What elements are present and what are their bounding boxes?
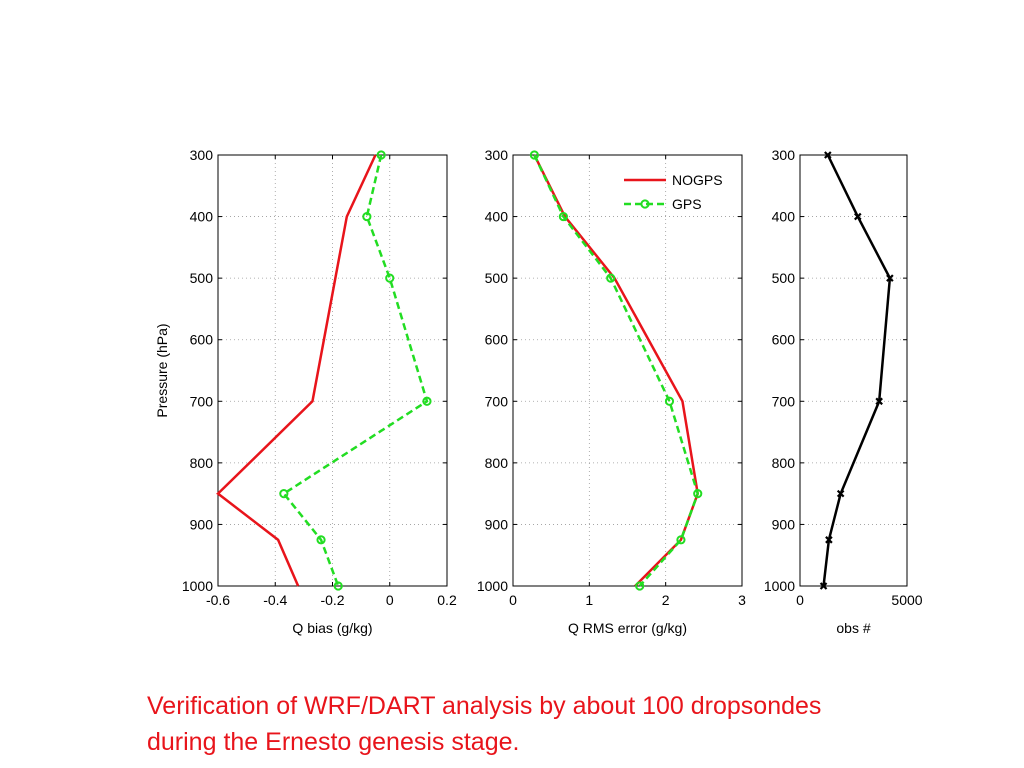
gps-data-point <box>606 273 616 283</box>
gps-data-point <box>558 211 568 222</box>
x-tick-label: -0.4 <box>263 592 287 608</box>
y-tick-label: 400 <box>190 209 214 225</box>
gps-data-point <box>676 535 686 545</box>
y-tick-label: 300 <box>485 147 509 163</box>
gps-data-point <box>376 150 386 160</box>
legend-label-nogps: NOGPS <box>672 172 723 188</box>
y-tick-label: 400 <box>772 209 796 225</box>
x-axis-label: Q bias (g/kg) <box>292 620 372 636</box>
x-tick-label: -0.6 <box>206 592 230 608</box>
obs-count-series-line <box>822 154 892 587</box>
y-tick-label: 700 <box>772 393 796 409</box>
obs-count-data-point <box>824 151 832 159</box>
obs-count-data-point <box>886 274 894 282</box>
obs-count-data-point <box>854 212 862 221</box>
y-tick-label: 900 <box>772 516 796 532</box>
y-tick-label: 300 <box>190 147 214 163</box>
x-tick-label: 1 <box>585 592 593 608</box>
plot-frame <box>799 154 908 587</box>
gps-data-point <box>333 581 343 591</box>
caption-line-2: during the Ernesto genesis stage. <box>147 728 520 756</box>
nogps-series-line <box>533 154 700 587</box>
x-tick-label: 0 <box>509 592 517 608</box>
gps-data-point <box>693 489 703 499</box>
gps-data-point <box>635 581 645 591</box>
plot-frame <box>512 154 743 587</box>
q-rms-error-panel: 0 1 2 3 300 400 500 600 700 800 900 1000 Q RMS error… <box>477 147 746 636</box>
gps-data-point <box>279 489 289 499</box>
y-tick-label: 800 <box>772 455 796 471</box>
x-tick-label: 2 <box>662 592 670 608</box>
obs-count-data-point <box>825 536 833 544</box>
obs-count-data-point <box>836 489 845 498</box>
gps-data-point <box>385 273 395 283</box>
q-bias-panel: -0.6 -0.4 -0.2 0 0.2 300 400 500 600 700 800 900 100… <box>154 147 457 636</box>
gps-series-line <box>533 154 700 587</box>
y-tick-label: 400 <box>485 209 509 225</box>
x-tick-label: 3 <box>738 592 746 608</box>
y-tick-label: 800 <box>485 455 509 471</box>
y-tick-label: 1000 <box>182 578 213 594</box>
legend-marker-gps <box>640 199 650 209</box>
y-tick-label: 700 <box>190 393 214 409</box>
gps-data-point <box>316 535 326 545</box>
y-tick-label: 900 <box>485 516 509 532</box>
obs-count-data-point <box>875 397 883 406</box>
gps-data-point <box>529 150 539 160</box>
gps-series-line <box>281 154 429 587</box>
obs-count-panel: 0 5000 300 400 500 600 700 800 900 1000 obs # <box>764 147 923 636</box>
x-axis-label: obs # <box>836 620 870 636</box>
x-axis-label: Q RMS error (g/kg) <box>568 620 687 636</box>
legend-label-gps: GPS <box>672 196 702 212</box>
x-tick-label: 5000 <box>891 592 922 608</box>
gps-data-point <box>362 211 372 222</box>
x-tick-label: -0.2 <box>320 592 344 608</box>
y-tick-label: 500 <box>190 270 214 286</box>
y-tick-label: 700 <box>485 393 509 409</box>
x-tick-label: 0 <box>386 592 394 608</box>
y-tick-label: 900 <box>190 516 214 532</box>
obs-count-data-point <box>819 582 828 590</box>
y-axis-label: Pressure (hPa) <box>154 323 170 417</box>
gps-data-point <box>422 396 432 406</box>
y-tick-label: 500 <box>772 270 796 286</box>
gps-data-point <box>664 396 675 406</box>
y-tick-label: 600 <box>190 332 214 348</box>
y-tick-label: 300 <box>772 147 796 163</box>
y-tick-label: 600 <box>485 332 509 348</box>
y-tick-label: 1000 <box>764 578 795 594</box>
nogps-series-line <box>216 154 377 587</box>
x-tick-label: 0 <box>796 592 804 608</box>
y-tick-label: 1000 <box>477 578 508 594</box>
figure-caption: Verification of WRF/DART analysis by abo… <box>147 688 947 760</box>
y-tick-label: 500 <box>485 270 509 286</box>
caption-line-1: Verification of WRF/DART analysis by abo… <box>147 692 822 720</box>
x-tick-label: 0.2 <box>437 592 457 608</box>
y-tick-label: 600 <box>772 332 796 348</box>
y-tick-label: 800 <box>190 455 214 471</box>
